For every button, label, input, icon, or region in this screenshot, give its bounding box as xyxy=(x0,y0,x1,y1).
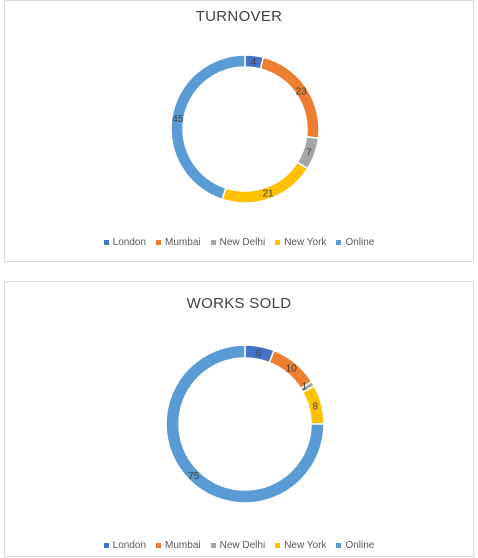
turnover-donut: 4 23 7 21 45 xyxy=(170,54,320,204)
slice-mumbai xyxy=(259,56,320,140)
legend-item-mumbai: Mumbai xyxy=(156,540,201,551)
data-label-london: 4 xyxy=(251,57,257,68)
data-label-mumbai: 10 xyxy=(286,364,298,375)
legend-item-new-york: New York xyxy=(275,237,326,248)
legend-label: Online xyxy=(345,540,375,551)
chart-title: TURNOVER xyxy=(195,8,283,25)
data-label-online: 45 xyxy=(172,114,184,125)
legend-label: New York xyxy=(284,540,327,551)
legend-swatch xyxy=(275,543,281,548)
legend-swatch xyxy=(210,543,216,548)
legend-item-london: London xyxy=(103,237,147,248)
legend-label: Mumbai xyxy=(165,237,201,248)
legend-swatch xyxy=(336,543,342,548)
legend-label: London xyxy=(112,237,147,248)
turnover-chart: TURNOVER 4 23 7 21 45 London Mumbai New Delhi N… xyxy=(4,0,474,262)
legend-swatch xyxy=(156,240,162,245)
legend-item-online: Online xyxy=(336,237,374,248)
data-label-new-york: 21 xyxy=(262,188,274,199)
legend-swatch xyxy=(336,240,342,245)
legend-label: Mumbai xyxy=(165,540,201,551)
legend-swatch xyxy=(103,240,109,245)
works-sold-chart: WORKS SOLD 6 10 1 8 75 London Mumbai New Delhi… xyxy=(4,281,474,557)
legend-label: Online xyxy=(345,237,375,248)
legend-label: New Delhi xyxy=(219,540,266,551)
legend-label: London xyxy=(112,540,147,551)
data-label-online: 75 xyxy=(188,471,200,482)
turnover-legend: London Mumbai New Delhi New York Online xyxy=(5,237,473,248)
legend-swatch xyxy=(275,240,281,245)
slice-online xyxy=(165,344,325,504)
data-label-new-delhi: 7 xyxy=(306,148,312,159)
legend-item-new-york: New York xyxy=(275,540,326,551)
data-label-new-york: 8 xyxy=(312,401,318,412)
data-label-mumbai: 23 xyxy=(296,86,308,97)
works-sold-legend: London Mumbai New Delhi New York Online xyxy=(5,540,473,551)
data-label-london: 6 xyxy=(256,348,262,359)
data-label-new-delhi: 1 xyxy=(302,382,308,393)
legend-swatch xyxy=(103,543,109,548)
legend-swatch xyxy=(156,543,162,548)
legend-item-london: London xyxy=(103,540,147,551)
legend-item-new-delhi: New Delhi xyxy=(210,540,266,551)
works-sold-donut: 6 10 18 75 xyxy=(165,344,325,504)
chart-title: WORKS SOLD xyxy=(186,295,292,312)
legend-label: New Delhi xyxy=(219,237,266,248)
legend-swatch xyxy=(210,240,216,245)
legend-label: New York xyxy=(284,237,327,248)
legend-item-online: Online xyxy=(336,540,374,551)
slice-online xyxy=(170,54,246,201)
legend-item-new-delhi: New Delhi xyxy=(210,237,266,248)
legend-item-mumbai: Mumbai xyxy=(156,237,201,248)
